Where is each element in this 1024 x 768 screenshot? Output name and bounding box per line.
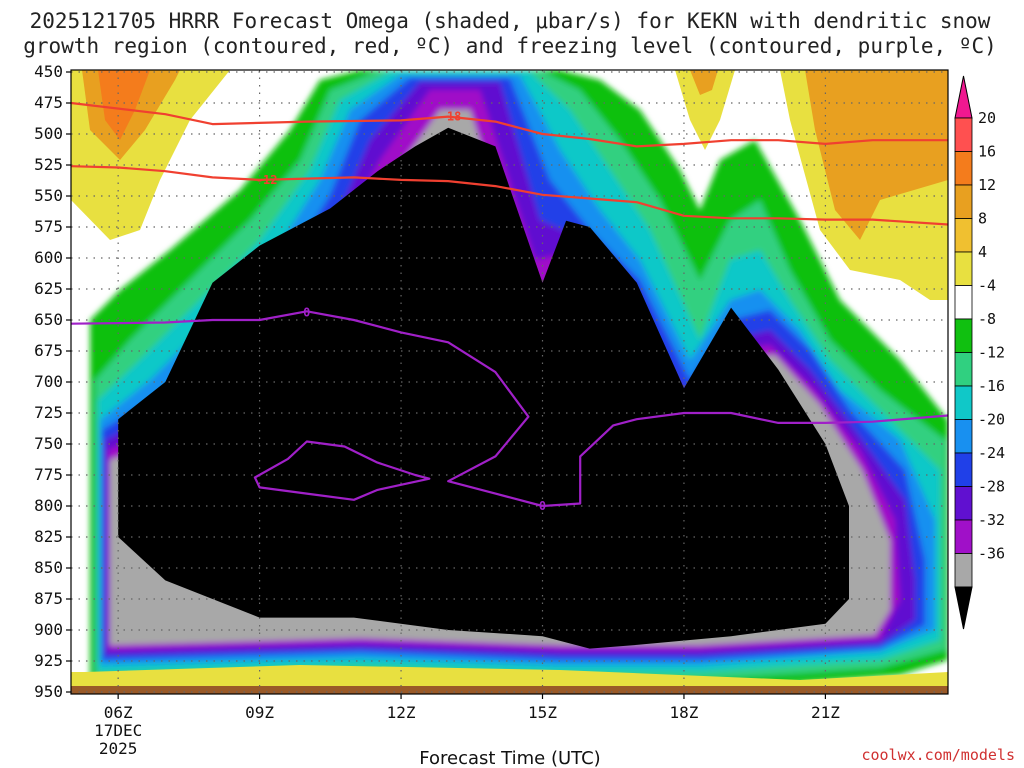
y-tick-label: 475	[34, 93, 63, 112]
colorbar-tick-label: 4	[978, 243, 987, 261]
y-tick-label: 750	[34, 434, 63, 453]
colorbar-segment	[954, 117, 973, 152]
colorbar-segment	[954, 352, 973, 387]
colorbar-segment	[954, 385, 973, 420]
x-tick-label: 15Z	[528, 703, 557, 722]
temperature-contours	[71, 101, 948, 508]
y-axis: 450 475 500 525 550 575 600 625 650 675 700 725 750 7…	[34, 62, 71, 701]
y-tick-label: 775	[34, 465, 63, 484]
colorbar-tick-label: -36	[978, 545, 1005, 563]
colorbar-segment	[954, 486, 973, 521]
y-tick-label: 850	[34, 558, 63, 577]
colorbar-segment	[954, 285, 973, 320]
y-tick-label: 900	[34, 620, 63, 639]
contour-line-freezing	[71, 310, 543, 508]
colorbar-segment	[954, 419, 973, 454]
y-tick-label: 950	[34, 682, 63, 701]
colorbar-segment	[954, 218, 973, 253]
y-tick-label: 825	[34, 527, 63, 546]
contour-label: -12	[256, 173, 278, 187]
y-tick-label: 450	[34, 62, 63, 81]
x-tick-label: 17DEC	[94, 721, 142, 740]
omega-shading	[71, 70, 948, 694]
y-tick-label: 725	[34, 403, 63, 422]
y-tick-label: 675	[34, 341, 63, 360]
descent-core-upper-right	[805, 70, 948, 240]
colorbar-tick-label: -20	[978, 411, 1005, 429]
descent-area-top-middle	[675, 70, 735, 150]
colorbar-tick-label: -28	[978, 478, 1005, 496]
colorbar-tick-label: -12	[978, 344, 1005, 362]
contour-line-dendritic	[71, 101, 948, 148]
descent-peak-upper-left	[98, 70, 150, 140]
colorbar-top-arrow	[954, 75, 973, 119]
colorbar-bottom-arrow	[954, 586, 973, 630]
colorbar-tick-label: 8	[978, 210, 987, 228]
contour-label: 0	[539, 499, 546, 513]
ground-strip	[71, 686, 948, 694]
y-tick-label: 650	[34, 310, 63, 329]
colorbar-segment	[954, 519, 973, 554]
contour-labels: -18 -12 0 0	[256, 110, 546, 513]
colorbar: 20 16 12 8 4 -4 -8 -12 -16 -20 -24 -28 -32 -36	[954, 75, 1005, 630]
colorbar-tick-label: -32	[978, 511, 1005, 529]
chart-title-line-1: 2025121705 HRRR Forecast Omega (shaded, …	[30, 9, 991, 33]
colorbar-tick-label: 16	[978, 143, 996, 161]
omega-ascent-core	[118, 127, 849, 649]
x-tick-label: 21Z	[811, 703, 840, 722]
contour-label: -18	[440, 110, 462, 124]
y-tick-label: 700	[34, 372, 63, 391]
plot-area: -18 -12 0 0	[70, 69, 949, 695]
x-tick-label: 09Z	[245, 703, 274, 722]
y-tick-label: 575	[34, 217, 63, 236]
y-tick-label: 800	[34, 496, 63, 515]
y-tick-label: 625	[34, 279, 63, 298]
colorbar-segment	[954, 251, 973, 286]
x-axis-label: Forecast Time (UTC)	[419, 748, 600, 768]
colorbar-segment	[954, 184, 973, 219]
colorbar-tick-label: 20	[978, 109, 996, 127]
contour-line-freezing	[253, 440, 431, 501]
y-tick-label: 500	[34, 124, 63, 143]
colorbar-segment	[954, 452, 973, 487]
y-tick-label: 600	[34, 248, 63, 267]
y-tick-label: 875	[34, 589, 63, 608]
x-tick-label: 2025	[99, 739, 138, 758]
y-tick-label: 925	[34, 651, 63, 670]
contour-label: 0	[303, 306, 310, 320]
colorbar-tick-label: 12	[978, 176, 996, 194]
x-tick-label: 18Z	[670, 703, 699, 722]
y-tick-label: 525	[34, 155, 63, 174]
contour-line-freezing	[542, 411, 948, 508]
colorbar-tick-label: -16	[978, 377, 1005, 395]
colorbar-tick-label: -24	[978, 444, 1005, 462]
x-tick-label: 12Z	[387, 703, 416, 722]
descent-core-top-middle	[690, 70, 718, 95]
y-tick-label: 550	[34, 186, 63, 205]
chart-title-line-2: growth region (contoured, red, ºC) and f…	[23, 34, 997, 58]
colorbar-segment	[954, 318, 973, 353]
colorbar-tick-label: -4	[978, 277, 996, 295]
colorbar-segment	[954, 151, 973, 186]
contour-line-dendritic	[71, 165, 948, 226]
x-tick-label: 06Z	[104, 703, 133, 722]
colorbar-tick-label: -8	[978, 310, 996, 328]
colorbar-segment	[954, 553, 973, 588]
credit-text: coolwx.com/models	[861, 746, 1015, 764]
